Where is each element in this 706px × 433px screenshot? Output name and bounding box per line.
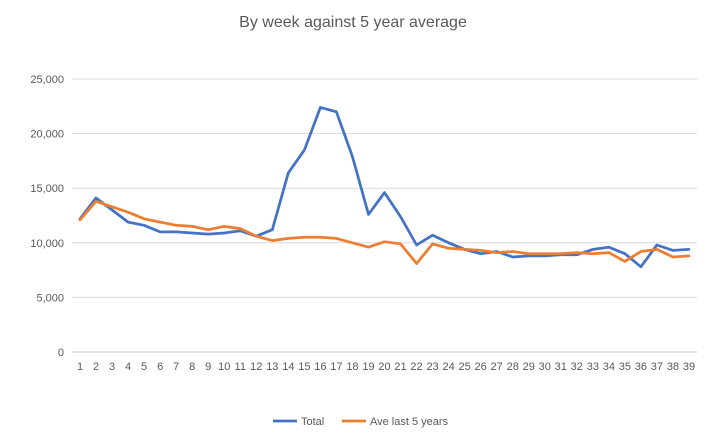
x-tick-label: 30: [539, 361, 551, 373]
x-tick-label: 2: [93, 361, 99, 373]
x-tick-label: 37: [651, 361, 663, 373]
x-tick-label: 9: [205, 361, 211, 373]
x-tick-label: 8: [189, 361, 195, 373]
x-axis: 1 2 3 4 5 6 7 8 9 10 11 12 13 14 15 16 17 18 19 20 21 22 23 24 2…: [77, 361, 695, 373]
x-tick-label: 4: [125, 361, 131, 373]
legend: Total Ave last 5 years: [273, 416, 449, 428]
x-tick-label: 5: [141, 361, 147, 373]
gridlines: [72, 78, 697, 353]
x-tick-label: 1: [77, 361, 83, 373]
x-tick-label: 35: [619, 361, 631, 373]
x-tick-label: 38: [667, 361, 679, 373]
x-tick-label: 36: [635, 361, 647, 373]
x-tick-label: 39: [683, 361, 695, 373]
chart-title: By week against 5 year average: [239, 14, 467, 31]
x-tick-label: 10: [218, 361, 230, 373]
x-tick-label: 33: [587, 361, 599, 373]
x-tick-label: 3: [109, 361, 115, 373]
x-tick-label: 16: [314, 361, 326, 373]
x-tick-label: 34: [603, 361, 615, 373]
legend-label: Ave last 5 years: [370, 416, 449, 428]
x-tick-label: 6: [157, 361, 163, 373]
legend-label: Total: [301, 416, 324, 428]
x-tick-label: 21: [394, 361, 406, 373]
series-line-2: [78, 199, 691, 265]
x-tick-label: 13: [266, 361, 278, 373]
x-tick-label: 25: [459, 361, 471, 373]
x-tick-label: 19: [362, 361, 374, 373]
x-tick-label: 12: [250, 361, 262, 373]
x-tick-label: 23: [426, 361, 438, 373]
x-tick-label: 11: [235, 361, 246, 373]
x-tick-label: 15: [298, 361, 310, 373]
x-tick-label: 29: [523, 361, 535, 373]
y-tick-label: 25,000: [30, 74, 64, 86]
x-tick-label: 27: [491, 361, 503, 373]
series: [78, 106, 691, 269]
x-tick-label: 26: [475, 361, 487, 373]
x-tick-label: 7: [173, 361, 179, 373]
x-tick-label: 20: [378, 361, 390, 373]
x-tick-label: 28: [507, 361, 519, 373]
x-tick-label: 22: [410, 361, 422, 373]
x-tick-label: 18: [346, 361, 358, 373]
x-tick-label: 24: [442, 361, 454, 373]
y-axis: 0 5,000 10,000 15,000 20,000 25,000: [30, 74, 64, 359]
y-tick-label: 20,000: [30, 129, 64, 141]
x-tick-label: 31: [555, 361, 567, 373]
x-tick-label: 14: [282, 361, 294, 373]
y-tick-label: 15,000: [30, 183, 64, 195]
x-tick-label: 17: [330, 361, 342, 373]
x-tick-label: 32: [571, 361, 583, 373]
y-tick-label: 0: [58, 347, 64, 359]
series-line-1: [78, 106, 691, 269]
y-tick-label: 10,000: [30, 238, 64, 250]
y-tick-label: 5,000: [36, 292, 64, 304]
